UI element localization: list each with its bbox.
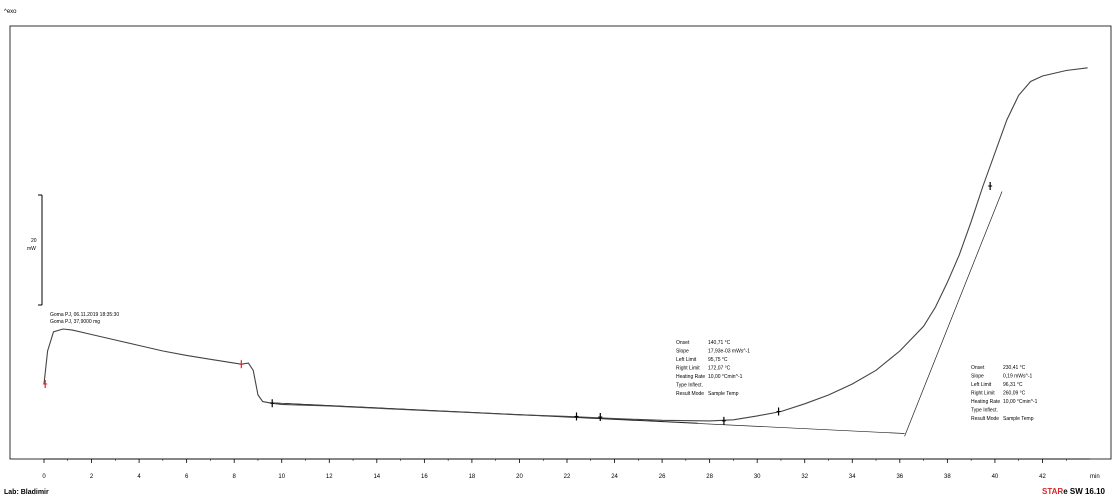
annotation-key: Heating Rate — [971, 399, 1000, 405]
annotation-key: Slope — [676, 349, 689, 355]
x-tick-label: 10 — [278, 474, 285, 480]
x-tick-label: 24 — [611, 474, 618, 480]
x-tick-label: 28 — [706, 474, 713, 480]
software-brand: STARe SW 16.10 — [1042, 487, 1106, 496]
annotation-key: Type Inflect. — [971, 408, 998, 414]
annotation-value: 17,93e-03 mWs^-1 — [708, 349, 750, 355]
onset-tangents — [269, 191, 1003, 437]
annotation-value: Sample Temp — [708, 391, 739, 397]
brand-prefix: STAR — [1042, 487, 1063, 496]
x-axis: 0 2 4 6 8 10 12 14 16 18 20 22 24 26 28 30 32 34 36 38 40 42 … — [42, 458, 1100, 480]
x-tick-label: 6 — [185, 474, 189, 480]
brand-suffix: e SW 16.10 — [1063, 487, 1105, 496]
exo-direction-label: ^exo — [4, 9, 17, 15]
annotation-value: Sample Temp — [1003, 416, 1034, 422]
series-line — [43, 67, 1088, 422]
annotation-key: Right Limit — [971, 391, 995, 397]
x-tick-label: 4 — [137, 474, 141, 480]
sample-line-2: Goma PJ, 37,9000 mg — [50, 319, 100, 325]
annotation-value: 95,75 °C — [708, 357, 728, 363]
scale-bar: 20 mW — [27, 194, 43, 306]
x-tick-label: 26 — [659, 474, 666, 480]
x-tick-label: 22 — [564, 474, 571, 480]
x-tick-label: 30 — [754, 474, 761, 480]
tangent-line — [904, 191, 1003, 437]
x-tick-label: 18 — [469, 474, 476, 480]
annotation-value: 10,00 °Cmin^-1 — [1003, 399, 1038, 405]
x-tick-label: 34 — [849, 474, 856, 480]
annotation-value: 140,71 °C — [708, 340, 731, 346]
x-tick-label: 32 — [801, 474, 808, 480]
annotation-key: Heating Rate — [676, 374, 705, 380]
x-ticks: 0 2 4 6 8 10 12 14 16 18 20 22 24 26 28 30 32 34 36 38 40 42 — [42, 459, 1067, 480]
annotation-key: Result Mode — [676, 391, 704, 397]
sample-info: Goma PJ, 06.11.2019 18:35:30 Goma PJ, 37… — [50, 312, 119, 325]
x-tick-label: 2 — [90, 474, 94, 480]
evaluation-box-2: Onset 230,41 °C Slope 0,19 mWs^-1 Left Limit… — [971, 365, 1038, 422]
lab-label: Lab: Bladimir — [4, 489, 49, 496]
series-layer — [43, 67, 1088, 422]
annotation-value: 0,19 mWs^-1 — [1003, 374, 1033, 380]
annotation-key: Slope — [971, 374, 984, 380]
annotation-value: 230,41 °C — [1003, 365, 1026, 371]
annotation-value: 172,07 °C — [708, 366, 731, 372]
x-tick-label: 16 — [421, 474, 428, 480]
x-tick-label: 42 — [1039, 474, 1046, 480]
x-tick-label: 40 — [992, 474, 999, 480]
annotation-key: Result Mode — [971, 416, 999, 422]
annotation-key: Left Limit — [676, 357, 697, 363]
marker-layer — [43, 182, 993, 425]
x-tick-label: 20 — [516, 474, 523, 480]
plot-frame — [9, 25, 1112, 460]
sample-line-1: Goma PJ, 06.11.2019 18:35:30 — [50, 312, 119, 318]
x-tick-label: 38 — [944, 474, 951, 480]
x-axis-label: min — [1090, 474, 1100, 480]
x-tick-label: 12 — [326, 474, 333, 480]
x-tick-label: 8 — [233, 474, 237, 480]
annotation-key: Onset — [971, 365, 985, 371]
annotation-key: Right Limit — [676, 366, 700, 372]
annotation-key: Onset — [676, 340, 690, 346]
x-tick-label: 36 — [896, 474, 903, 480]
scale-bar-unit: mW — [27, 246, 36, 252]
x-tick-label: 0 — [42, 474, 46, 480]
x-tick-label: 14 — [373, 474, 380, 480]
evaluation-box-1: Onset 140,71 °C Slope 17,93e-03 mWs^-1 Left … — [676, 340, 750, 397]
annotation-key: Type Inflect. — [676, 383, 703, 389]
annotation-key: Left Limit — [971, 382, 992, 388]
annotation-value: 96,31 °C — [1003, 382, 1023, 388]
scale-bar-value: 20 — [31, 238, 37, 244]
annotation-value: 260,09 °C — [1003, 391, 1026, 397]
annotation-value: 10,00 °Cmin^-1 — [708, 374, 743, 380]
